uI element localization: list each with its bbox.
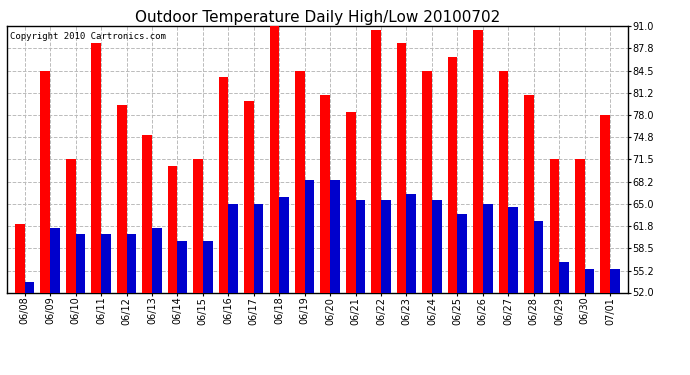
Bar	[549, 159, 559, 292]
Bar	[101, 234, 110, 292]
Bar	[499, 70, 509, 292]
Bar	[600, 115, 610, 292]
Bar	[126, 234, 136, 292]
Bar	[117, 105, 126, 292]
Bar	[244, 101, 254, 292]
Bar	[422, 70, 432, 292]
Bar	[142, 135, 152, 292]
Bar	[203, 241, 213, 292]
Bar	[432, 200, 442, 292]
Bar	[193, 159, 203, 292]
Bar	[177, 241, 187, 292]
Bar	[473, 30, 483, 292]
Bar	[254, 204, 264, 292]
Bar	[448, 57, 457, 292]
Bar	[41, 70, 50, 292]
Bar	[534, 221, 544, 292]
Bar	[270, 26, 279, 292]
Bar	[559, 262, 569, 292]
Bar	[228, 204, 238, 292]
Bar	[295, 70, 305, 292]
Bar	[305, 180, 315, 292]
Bar	[219, 78, 228, 292]
Bar	[50, 228, 60, 292]
Bar	[483, 204, 493, 292]
Bar	[355, 200, 365, 292]
Bar	[575, 159, 584, 292]
Bar	[509, 207, 518, 292]
Bar	[320, 94, 330, 292]
Bar	[406, 194, 416, 292]
Bar	[66, 159, 76, 292]
Bar	[397, 44, 406, 292]
Bar	[76, 234, 86, 292]
Bar	[371, 30, 381, 292]
Bar	[346, 112, 355, 292]
Bar	[610, 268, 620, 292]
Bar	[584, 268, 594, 292]
Title: Outdoor Temperature Daily High/Low 20100702: Outdoor Temperature Daily High/Low 20100…	[135, 10, 500, 25]
Bar	[524, 94, 534, 292]
Bar	[457, 214, 467, 292]
Bar	[152, 228, 161, 292]
Bar	[91, 44, 101, 292]
Text: Copyright 2010 Cartronics.com: Copyright 2010 Cartronics.com	[10, 32, 166, 40]
Bar	[279, 197, 289, 292]
Bar	[330, 180, 339, 292]
Bar	[25, 282, 34, 292]
Bar	[168, 166, 177, 292]
Bar	[381, 200, 391, 292]
Bar	[15, 224, 25, 292]
